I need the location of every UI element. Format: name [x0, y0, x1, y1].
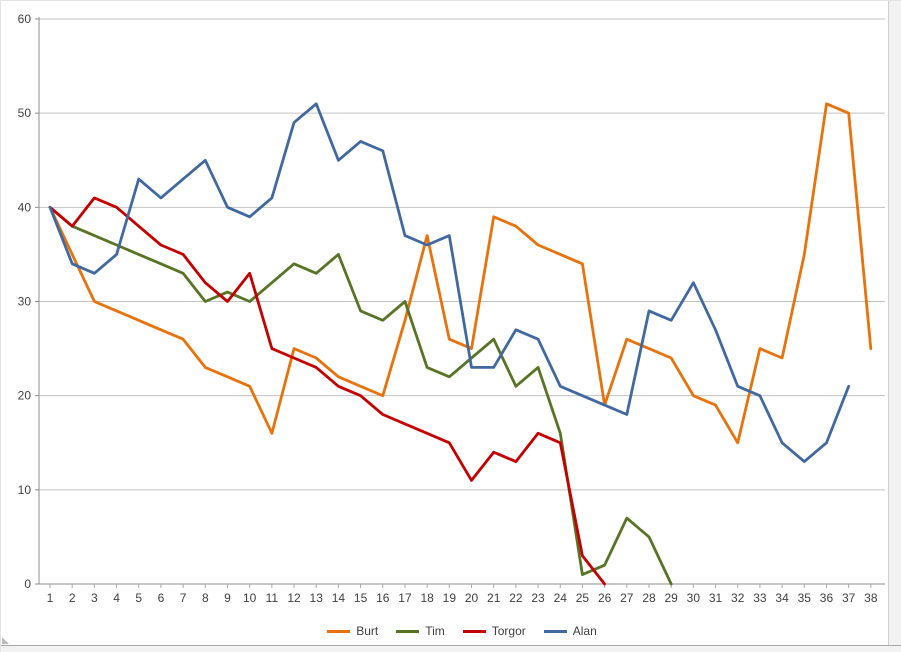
x-axis-label: 30: [687, 591, 701, 605]
x-axis-label: 14: [332, 591, 346, 605]
x-axis-label: 33: [753, 591, 767, 605]
x-axis-label: 6: [158, 591, 165, 605]
x-axis-label: 9: [224, 591, 231, 605]
series-line-alan: [48, 102, 851, 464]
x-axis-label: 15: [354, 591, 368, 605]
x-axis-label: 10: [243, 591, 257, 605]
x-axis-label: 2: [69, 591, 76, 605]
y-axis-label: 30: [18, 295, 32, 309]
x-axis-label: 20: [465, 591, 479, 605]
x-axis-label: 23: [531, 591, 545, 605]
scroll-corner-mark: [2, 637, 9, 644]
series-line-torgor: [48, 196, 606, 586]
horizontal-scrollbar[interactable]: [1, 645, 901, 652]
x-axis-label: 18: [420, 591, 434, 605]
x-axis-label: 32: [731, 591, 745, 605]
x-axis-label: 11: [266, 591, 279, 605]
legend-label: Alan: [572, 624, 597, 638]
y-axis-label: 20: [18, 389, 32, 403]
x-axis-label: 3: [91, 591, 98, 605]
legend-item-burt[interactable]: Burt: [327, 624, 378, 638]
y-axis-label: 50: [18, 106, 32, 120]
x-axis-label: 34: [775, 591, 789, 605]
legend-swatch-icon: [543, 629, 567, 633]
x-axis-label: 31: [709, 591, 723, 605]
x-axis-label: 8: [202, 591, 209, 605]
x-axis-label: 5: [135, 591, 142, 605]
legend-swatch-icon: [462, 629, 486, 633]
x-axis-label: 21: [487, 591, 501, 605]
legend-item-alan[interactable]: Alan: [543, 624, 597, 638]
chart-legend: Burt Tim Torgor Alan: [39, 621, 885, 641]
x-axis-label: 29: [665, 591, 679, 605]
x-axis-label: 17: [398, 591, 412, 605]
legend-swatch-icon: [327, 629, 351, 633]
y-axis-label: 60: [18, 12, 32, 26]
x-axis-label: 38: [864, 591, 878, 605]
vertical-scrollbar[interactable]: [888, 1, 901, 646]
x-axis-label: 28: [642, 591, 656, 605]
y-axis-label: 10: [18, 483, 32, 497]
x-axis-label: 26: [598, 591, 612, 605]
legend-label: Torgor: [491, 624, 526, 638]
x-axis-label: 1: [47, 591, 54, 605]
legend-swatch-icon: [396, 629, 420, 633]
x-axis-label: 22: [509, 591, 523, 605]
x-axis-label: 24: [554, 591, 568, 605]
legend-item-torgor[interactable]: Torgor: [462, 624, 526, 638]
x-axis-label: 27: [620, 591, 634, 605]
x-axis-label: 16: [376, 591, 390, 605]
x-axis-label: 7: [180, 591, 187, 605]
x-axis-label: 35: [798, 591, 812, 605]
legend-label: Tim: [425, 624, 445, 638]
x-axis-label: 37: [842, 591, 856, 605]
x-axis-label: 36: [820, 591, 834, 605]
x-axis-label: 19: [443, 591, 457, 605]
x-axis-label: 4: [113, 591, 120, 605]
y-axis-label: 0: [24, 577, 31, 591]
x-axis-label: 13: [310, 591, 324, 605]
x-axis-label: 25: [576, 591, 590, 605]
y-axis-label: 40: [18, 200, 32, 214]
legend-label: Burt: [356, 624, 379, 638]
legend-item-tim[interactable]: Tim: [396, 624, 445, 638]
series-line-burt: [48, 102, 873, 445]
x-axis-label: 12: [287, 591, 301, 605]
